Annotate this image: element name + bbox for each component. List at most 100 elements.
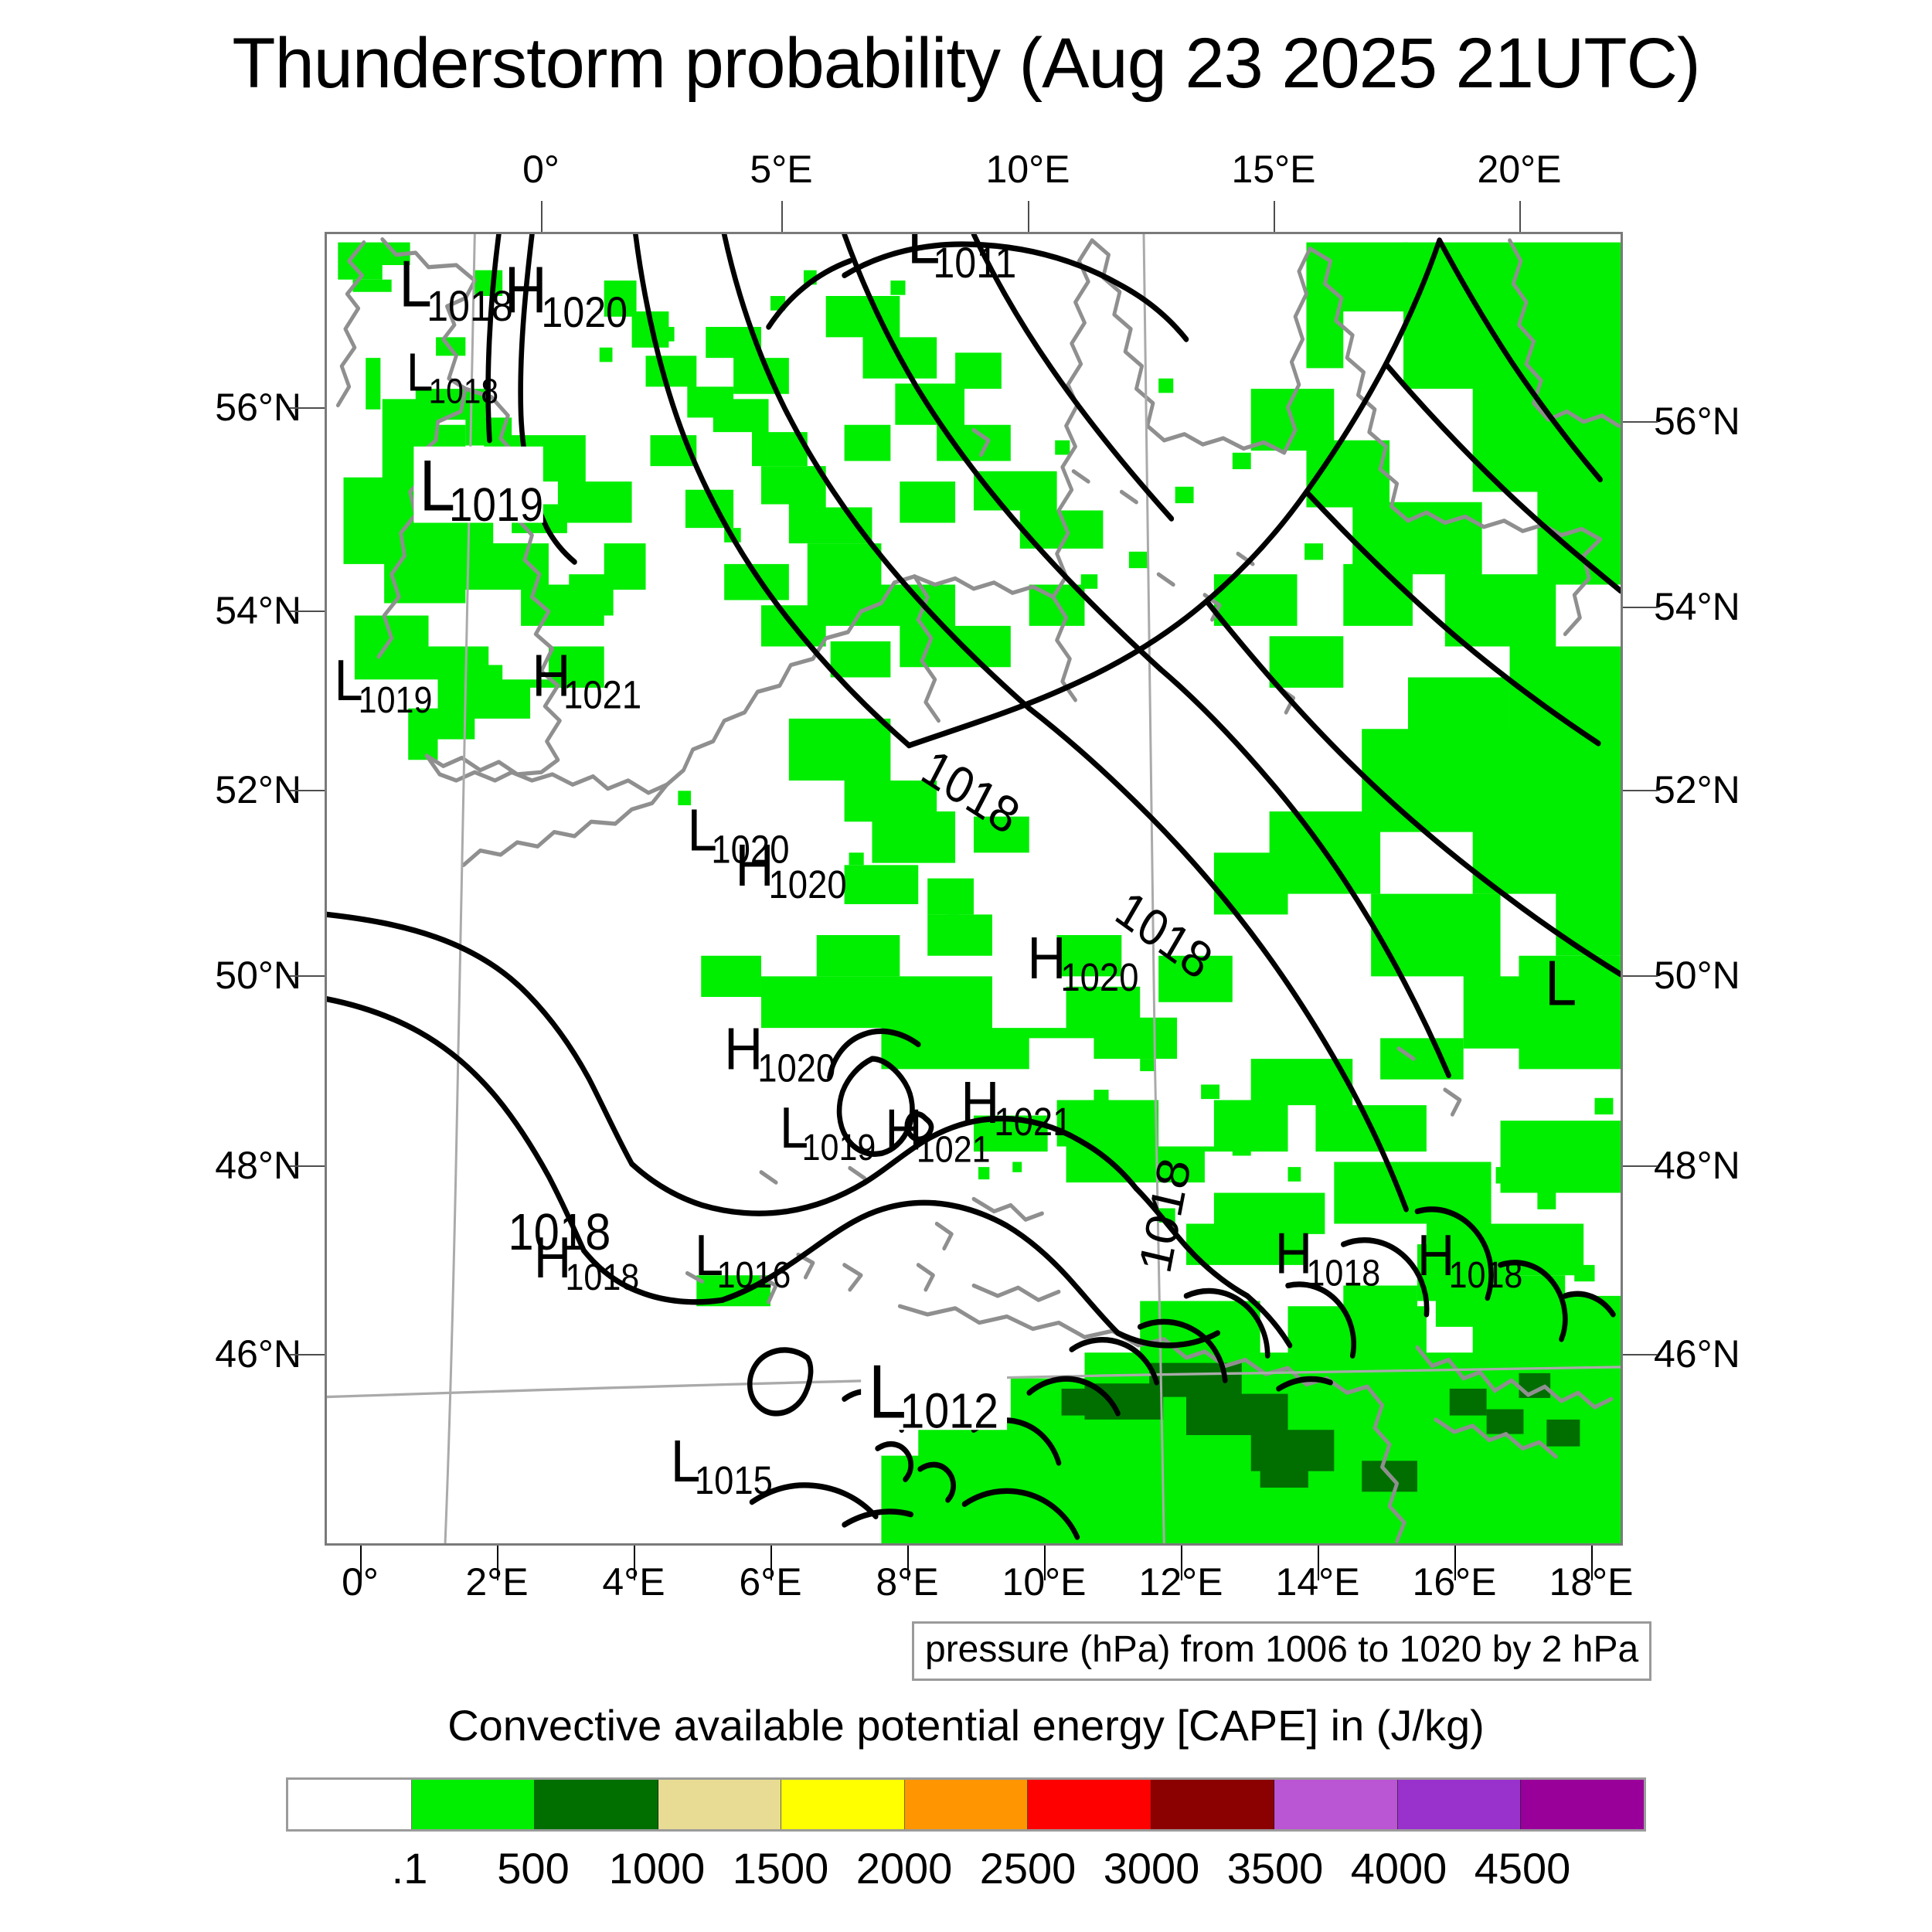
extrema-L-1019-left: L 1019	[335, 649, 433, 721]
svg-text:H: H	[1417, 1224, 1454, 1288]
extrema-L-1016: L 1016	[695, 1224, 791, 1296]
extrema-labels: L 1018 H 1020 L 1011	[335, 234, 1577, 1503]
extrema-H-1018-a: H 1018	[534, 1226, 639, 1298]
left-tick-2: 52°N	[215, 768, 301, 811]
svg-text:1018: 1018	[427, 283, 513, 331]
svg-text:L: L	[687, 796, 717, 863]
extrema-L-1018-b: L 1018	[406, 342, 498, 412]
extrema-L-1015: L 1015	[671, 1427, 773, 1502]
extrema-L-1019-boxed: L 1019	[413, 445, 543, 532]
colorbar-segment-7[interactable]	[1151, 1780, 1275, 1829]
colorbar-tick-1: 500	[497, 1844, 570, 1893]
svg-text:H: H	[1275, 1222, 1312, 1286]
map-svg: 1018 1018 1018 1018 L 1018	[327, 234, 1621, 1543]
map-canvas[interactable]: 1018 1018 1018 1018 L 1018	[327, 234, 1621, 1543]
svg-text:1020: 1020	[1060, 956, 1138, 1000]
svg-text:H: H	[724, 1015, 763, 1082]
top-tick-1: 5°E	[750, 148, 813, 191]
extrema-H-1021-b: H 1021	[885, 1098, 990, 1170]
svg-text:1011: 1011	[933, 240, 1016, 287]
svg-text:1020: 1020	[769, 863, 847, 907]
svg-text:1018: 1018	[565, 1257, 639, 1298]
page-title: Thunderstorm probability (Aug 23 2025 21…	[232, 24, 1700, 103]
svg-text:1018: 1018	[1449, 1254, 1523, 1296]
top-tick-0: 0°	[522, 148, 560, 191]
colorbar-segment-0[interactable]	[288, 1780, 412, 1829]
svg-text:1016: 1016	[717, 1254, 791, 1296]
right-tick-1: 54°N	[1654, 585, 1740, 628]
colorbar-tick-2: 1000	[608, 1844, 706, 1893]
colorbar-tick-8: 4000	[1350, 1844, 1447, 1893]
extrema-H-1020-b: H 1020	[736, 831, 847, 906]
right-tick-2: 52°N	[1654, 768, 1740, 811]
svg-text:1018: 1018	[1306, 1252, 1380, 1294]
colorbar-segment-5[interactable]	[904, 1780, 1029, 1829]
svg-text:H: H	[961, 1068, 999, 1135]
svg-text:L: L	[420, 445, 456, 526]
extrema-H-1018-b: H 1018	[1275, 1222, 1380, 1294]
left-tick-0: 56°N	[215, 386, 301, 429]
svg-text:1021: 1021	[917, 1128, 991, 1170]
extrema-L-1018-scotland: L 1018	[399, 248, 513, 331]
svg-text:L: L	[1545, 947, 1577, 1019]
colorbar-tick-3: 1500	[732, 1844, 829, 1893]
extrema-L-1020: L 1020	[687, 796, 789, 872]
contour-label-1018-c: 1018	[508, 1204, 611, 1261]
cape-fill-level-1	[338, 242, 1621, 1543]
extrema-L-right-edge: L	[1545, 947, 1577, 1019]
cape-colorbar-labels: .1 500 1000 1500 2000 2500 3000 3500 4000 4500	[286, 1843, 1646, 1897]
svg-text:1019: 1019	[449, 478, 543, 531]
right-tick-3: 50°N	[1654, 954, 1740, 997]
extrema-H-1020-d: H 1020	[724, 1015, 835, 1090]
top-tick-4: 20°E	[1477, 148, 1562, 191]
top-tick-2: 10°E	[985, 148, 1070, 191]
extrema-H-1021-c: H 1021	[961, 1068, 1072, 1144]
svg-text:1020: 1020	[757, 1046, 835, 1090]
colorbar-segment-10[interactable]	[1521, 1780, 1645, 1829]
map-plot-frame[interactable]: 1018 1018 1018 1018 L 1018	[325, 232, 1623, 1546]
svg-text:1019: 1019	[359, 679, 433, 721]
extrema-H-1020-north: H 1020	[505, 254, 628, 337]
right-tick-5: 46°N	[1654, 1332, 1740, 1376]
svg-text:1019: 1019	[802, 1127, 876, 1168]
extrema-H-1021-a: H 1021	[532, 641, 641, 717]
svg-text:L: L	[399, 248, 432, 321]
colorbar-tick-5: 2500	[979, 1844, 1077, 1893]
svg-text:L: L	[695, 1224, 723, 1288]
svg-text:L: L	[869, 1349, 906, 1434]
colorbar-segment-1[interactable]	[411, 1780, 536, 1829]
coastline-layer	[335, 237, 1621, 1543]
colorbar-title: Convective available potential energy [C…	[447, 1701, 1485, 1750]
right-tick-0: 56°N	[1654, 400, 1740, 443]
colorbar-tick-4: 2000	[855, 1844, 953, 1893]
right-tick-4: 48°N	[1654, 1144, 1740, 1187]
pressure-legend-text: pressure (hPa) from 1006 to 1020 by 2 hP…	[925, 1629, 1639, 1670]
svg-text:H: H	[534, 1226, 571, 1291]
colorbar-tick-0: .1	[391, 1844, 428, 1893]
left-tick-3: 50°N	[215, 954, 301, 997]
colorbar-segment-4[interactable]	[781, 1780, 905, 1829]
extrema-L-1012-boxed: L 1012	[861, 1347, 1008, 1438]
left-tick-4: 48°N	[215, 1144, 301, 1187]
svg-text:L: L	[406, 342, 434, 403]
colorbar-segment-6[interactable]	[1028, 1780, 1151, 1829]
colorbar-segment-8[interactable]	[1274, 1780, 1398, 1829]
left-tick-5: 46°N	[215, 1332, 301, 1376]
svg-text:L: L	[780, 1096, 808, 1160]
svg-text:1021: 1021	[563, 673, 641, 717]
colorbar-segment-2[interactable]	[535, 1780, 658, 1829]
cape-colorbar[interactable]	[286, 1777, 1646, 1832]
top-tick-3: 15°E	[1231, 148, 1316, 191]
svg-text:L: L	[907, 234, 940, 277]
extrema-L-1019-c: L 1019	[780, 1096, 876, 1168]
left-tick-1: 54°N	[215, 589, 301, 632]
colorbar-segment-9[interactable]	[1397, 1780, 1522, 1829]
svg-text:1021: 1021	[994, 1100, 1072, 1145]
svg-text:H: H	[532, 641, 570, 709]
svg-text:H: H	[1027, 923, 1066, 991]
isobar-contours	[327, 234, 1621, 1540]
extrema-L-1011: L 1011	[907, 234, 1016, 287]
colorbar-segment-3[interactable]	[658, 1780, 782, 1829]
colorbar-tick-9: 4500	[1474, 1844, 1571, 1893]
